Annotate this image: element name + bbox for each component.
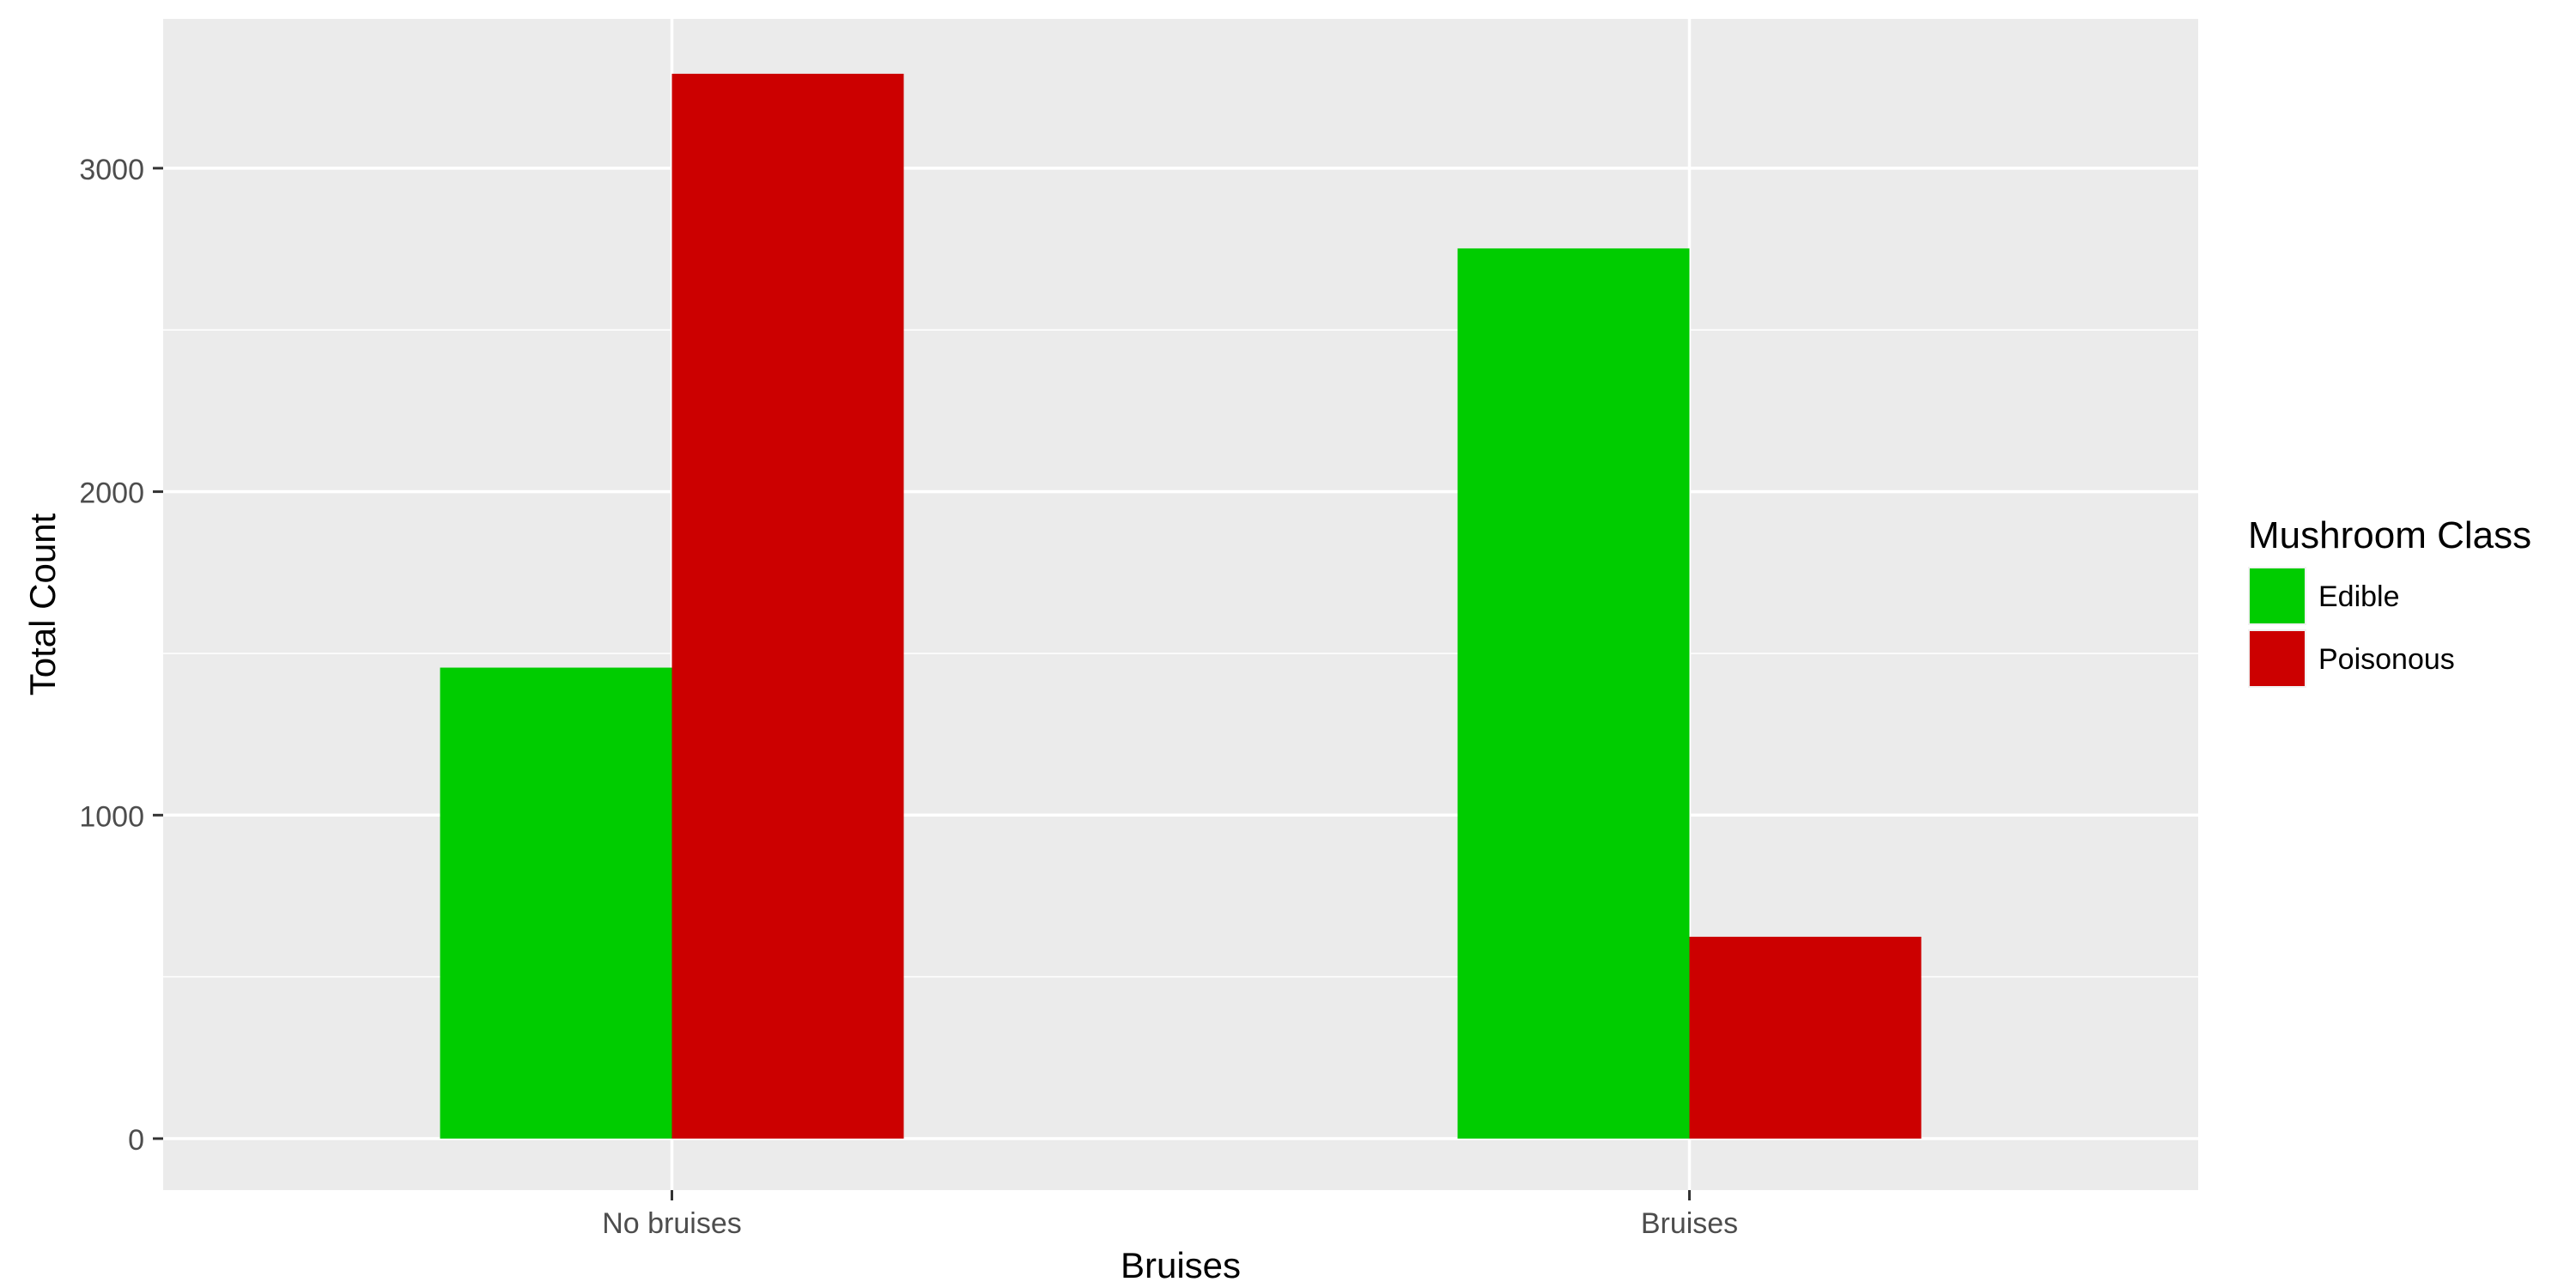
legend: Mushroom Class Edible Poisonous	[2248, 514, 2531, 688]
bar-poisonous-1	[1689, 936, 1922, 1139]
legend-label-edible: Edible	[2318, 580, 2400, 613]
y-axis-title: Total Count	[22, 513, 63, 696]
y-tick-label: 3000	[79, 154, 144, 186]
x-tick-label: Bruises	[1641, 1207, 1738, 1240]
bar-poisonous-0	[671, 73, 904, 1139]
x-tick-label: No bruises	[602, 1207, 742, 1240]
bar-edible-1	[1457, 248, 1690, 1139]
legend-swatch-poisonous	[2250, 631, 2305, 686]
bars-group	[440, 73, 1922, 1139]
y-tick-label: 2000	[79, 477, 144, 510]
y-tick-label: 0	[128, 1124, 144, 1157]
legend-label-poisonous: Poisonous	[2318, 643, 2455, 676]
y-axis: 0 1000 2000 3000	[79, 154, 163, 1157]
bar-edible-0	[440, 667, 672, 1139]
y-tick-label: 1000	[79, 800, 144, 833]
legend-title: Mushroom Class	[2248, 514, 2531, 556]
x-axis: No bruises Bruises	[602, 1190, 1738, 1240]
x-axis-title: Bruises	[1121, 1245, 1241, 1285]
legend-swatch-edible	[2250, 568, 2305, 623]
